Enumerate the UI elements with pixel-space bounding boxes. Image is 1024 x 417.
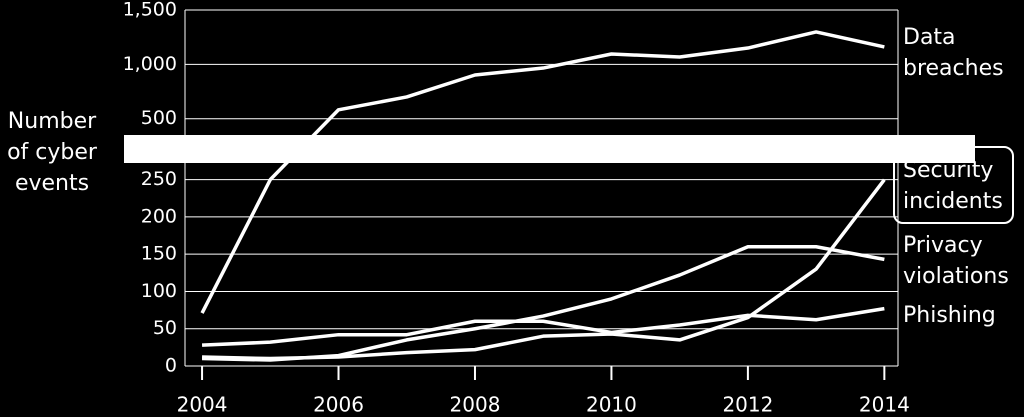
y-tick-label: 500 <box>141 107 177 129</box>
x-tick-label: 2014 <box>859 393 910 417</box>
series-line <box>200 30 885 314</box>
y-tick-label: 250 <box>141 168 177 190</box>
y-tick-label: 50 <box>153 317 177 339</box>
series-label: Privacy violations <box>903 233 1009 289</box>
series-line <box>202 244 885 362</box>
series-label: Data breaches <box>903 25 1004 81</box>
y-tick-label: 0 <box>165 355 177 377</box>
x-tick-label: 2004 <box>177 393 228 417</box>
axis-break-band <box>124 135 975 163</box>
y-axis-label: Number of cyber events <box>7 109 97 196</box>
series-label: Phishing <box>903 303 996 328</box>
x-tick-label: 2008 <box>450 393 501 417</box>
y-tick-label: 100 <box>141 280 177 302</box>
y-tick-label: 1,000 <box>123 53 177 75</box>
y-tick-label: 150 <box>141 243 177 265</box>
x-tick-label: 2012 <box>722 393 773 417</box>
y-tick-label: 200 <box>141 205 177 227</box>
x-tick-label: 2010 <box>586 393 637 417</box>
y-tick-label: 1,500 <box>123 0 177 21</box>
series-label: Security incidents <box>903 158 1003 214</box>
series-line <box>202 178 886 361</box>
x-tick-label: 2006 <box>313 393 364 417</box>
series-line <box>201 306 885 347</box>
highlight-box <box>893 146 1014 224</box>
